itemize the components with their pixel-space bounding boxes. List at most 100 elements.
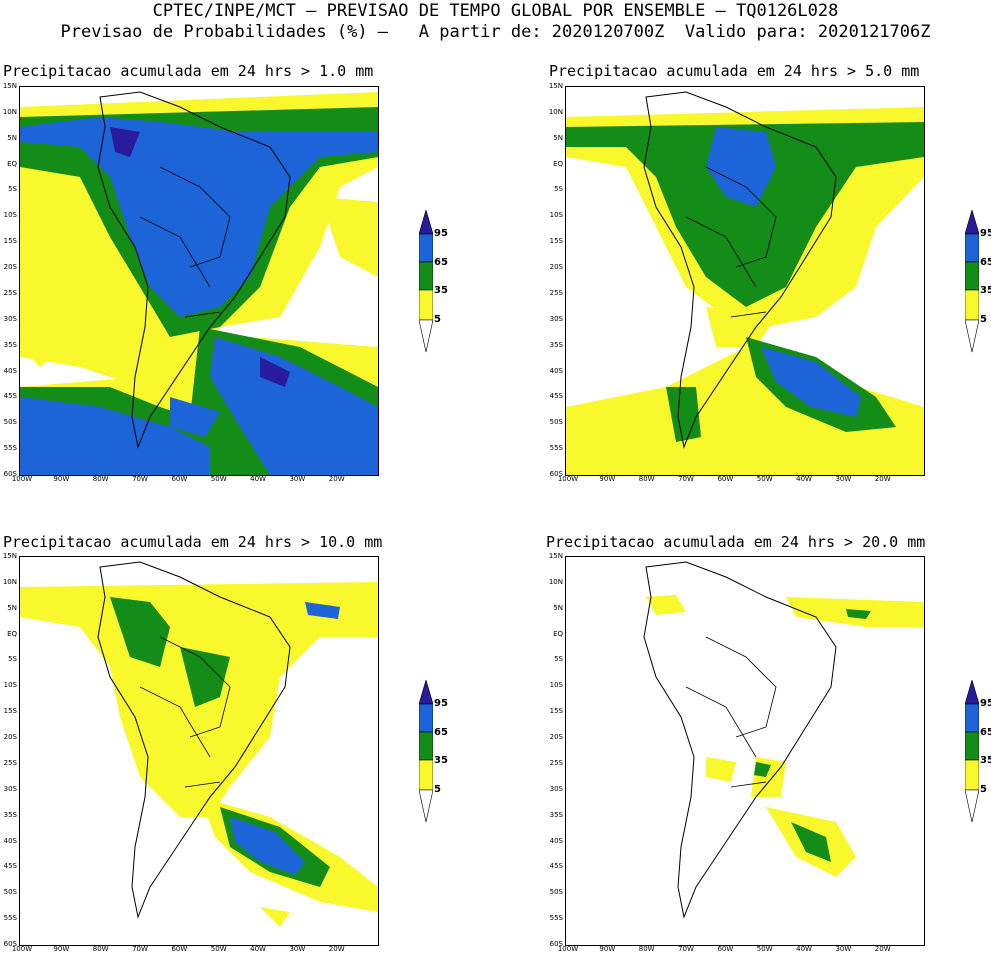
lat-label: 5N <box>7 603 17 612</box>
lat-label: 10S <box>3 681 17 690</box>
lat-label: 45S <box>549 862 563 871</box>
lat-label: 10S <box>3 211 17 220</box>
lon-label: 80W <box>92 945 109 953</box>
map-panel-20mm <box>565 556 925 946</box>
lon-label: 40W <box>250 945 266 953</box>
colorbar-right-bottom: 95 65 35 5 <box>965 680 991 825</box>
colorbar-right-top: 95 65 35 5 <box>965 210 991 355</box>
lon-label: 20W <box>328 945 345 953</box>
lon-label: 70W <box>132 475 148 483</box>
lat-label: 10S <box>549 681 563 690</box>
lon-label: 50W <box>210 945 227 953</box>
lon-label: 60W <box>717 475 734 483</box>
lat-label: 35S <box>549 340 563 349</box>
lon-label: 30W <box>835 475 852 483</box>
lon-label: 100W <box>557 945 579 953</box>
header-title-line2: Previsao de Probabilidades (%) – A parti… <box>60 22 931 42</box>
lat-label: 5S <box>554 185 563 194</box>
lon-label: 80W <box>92 475 109 483</box>
lat-label: 20S <box>3 733 17 742</box>
lat-label: 5S <box>8 655 17 664</box>
panel-title-20mm: Precipitacao acumulada em 24 hrs > 20.0 … <box>546 533 926 551</box>
lat-label: 40S <box>3 366 17 375</box>
lon-label: 90W <box>599 475 616 483</box>
lat-label: 25S <box>3 758 17 767</box>
lat-label: EQ <box>7 159 17 168</box>
lat-label: 15S <box>3 237 17 246</box>
lon-label: 80W <box>638 475 655 483</box>
lon-label: 70W <box>678 945 694 953</box>
lat-label: 15N <box>548 82 563 90</box>
lon-label: 90W <box>53 475 70 483</box>
lon-label: 20W <box>874 475 891 483</box>
lat-label: 55S <box>549 444 563 453</box>
lat-label: 15N <box>548 552 563 560</box>
lon-label: 30W <box>835 945 852 953</box>
lon-label: 50W <box>756 945 773 953</box>
lat-label: 45S <box>3 862 17 871</box>
lon-label: 40W <box>796 945 812 953</box>
map-panel-1mm <box>19 86 379 476</box>
panel-title-10mm: Precipitacao acumulada em 24 hrs > 10.0 … <box>3 533 383 551</box>
lat-label: 10N <box>2 577 17 586</box>
lat-label: 25S <box>3 288 17 297</box>
lat-label: 55S <box>549 914 563 923</box>
lat-label: 60S <box>549 470 563 478</box>
panel-title-5mm: Precipitacao acumulada em 24 hrs > 5.0 m… <box>549 62 920 80</box>
lon-label: 50W <box>210 475 227 483</box>
lat-label: 35S <box>549 810 563 819</box>
panel-title-1mm: Precipitacao acumulada em 24 hrs > 1.0 m… <box>3 62 374 80</box>
lat-label: 15S <box>3 707 17 716</box>
lat-label: 40S <box>549 366 563 375</box>
lon-label: 20W <box>874 945 891 953</box>
lon-label: 40W <box>250 475 266 483</box>
lat-label: EQ <box>553 159 563 168</box>
lat-label: 10N <box>548 577 563 586</box>
lat-label: 40S <box>3 836 17 845</box>
lat-label: 45S <box>549 392 563 401</box>
lat-label: 15S <box>549 707 563 716</box>
lon-label: 60W <box>717 945 734 953</box>
map-panel-10mm <box>19 556 379 946</box>
lat-label: 35S <box>3 810 17 819</box>
lat-label: EQ <box>7 629 17 638</box>
lat-label: 50S <box>3 888 17 897</box>
lat-label: 5S <box>554 655 563 664</box>
lat-label: 50S <box>549 888 563 897</box>
lon-label: 50W <box>756 475 773 483</box>
lat-label: 50S <box>3 418 17 427</box>
lat-label: 15S <box>549 237 563 246</box>
lat-label: 60S <box>3 940 17 948</box>
lat-label: 10N <box>2 107 17 116</box>
lat-label: 50S <box>549 418 563 427</box>
lon-label: 60W <box>171 945 188 953</box>
lon-label: 90W <box>599 945 616 953</box>
lat-label: 10N <box>548 107 563 116</box>
lat-label: 5N <box>7 133 17 142</box>
lat-label: 30S <box>549 314 563 323</box>
lat-label: 5N <box>553 603 563 612</box>
map-panel-5mm <box>565 86 925 476</box>
lat-label: 10S <box>549 211 563 220</box>
lon-label: 90W <box>53 945 70 953</box>
lat-label: 15N <box>2 552 17 560</box>
lat-label: 55S <box>3 444 17 453</box>
lon-label: 100W <box>557 475 579 483</box>
colorbar-left-top: 95 65 35 5 <box>419 210 469 355</box>
lat-label: 35S <box>3 340 17 349</box>
lon-label: 40W <box>796 475 812 483</box>
lon-label: 100W <box>11 475 33 483</box>
lat-label: EQ <box>553 629 563 638</box>
lon-label: 70W <box>132 945 148 953</box>
lon-label: 70W <box>678 475 694 483</box>
lat-label: 25S <box>549 758 563 767</box>
lat-label: 30S <box>3 784 17 793</box>
header-title-line1: CPTEC/INPE/MCT – PREVISAO DE TEMPO GLOBA… <box>152 1 839 21</box>
lat-label: 15N <box>2 82 17 90</box>
lat-label: 20S <box>3 263 17 272</box>
lon-label: 20W <box>328 475 345 483</box>
lat-label: 40S <box>549 836 563 845</box>
lon-label: 60W <box>171 475 188 483</box>
colorbar-left-bottom: 95 65 35 5 <box>419 680 469 825</box>
lat-label: 30S <box>3 314 17 323</box>
